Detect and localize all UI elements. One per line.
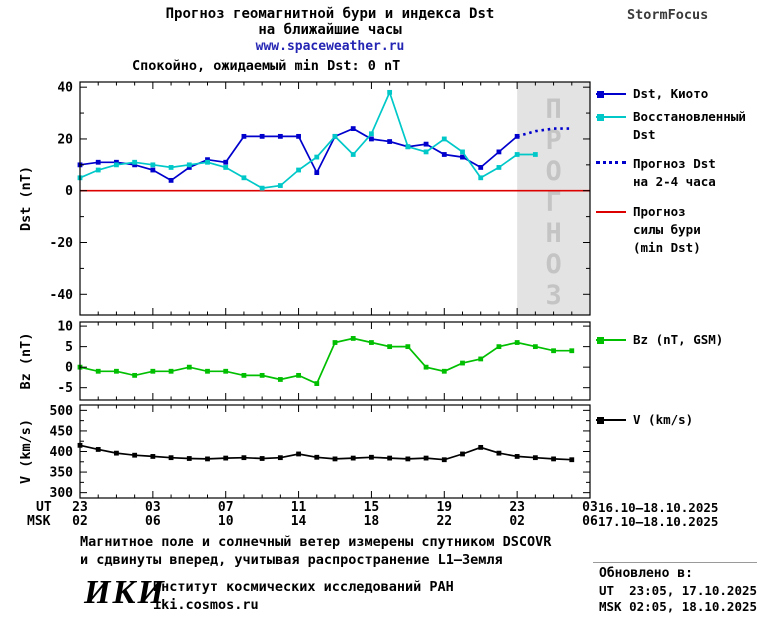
x-tick-msk-5: 22 <box>436 514 453 529</box>
legend-forecast-dst-label: Прогноз Dst на 2-4 часа <box>633 156 716 190</box>
bz-swatch-icon <box>596 334 626 346</box>
footnote-line1: Магнитное поле и солнечный ветер измерен… <box>80 534 552 550</box>
bz-axis-label: Bz (nT) <box>18 333 34 390</box>
spaceweather-link[interactable]: www.spaceweather.ru <box>255 39 405 54</box>
legend-storm-force-label: Прогноз силы бури (min Dst) <box>633 204 701 256</box>
footnote-line2: и сдвинуты вперед, учитывая распростране… <box>80 552 503 568</box>
dst-restored-line <box>79 90 536 189</box>
x-tick-ut-2: 07 <box>217 500 234 515</box>
y-tick-label: 350 <box>50 466 74 481</box>
page-subtitle: на ближайшие часы <box>258 22 402 38</box>
v-speed-line <box>79 444 572 461</box>
forecast-dst-swatch-icon <box>596 158 626 170</box>
status-text: Спокойно, ожидаемый min Dst: 0 nT <box>132 58 401 74</box>
legend-restored-dst-label: Восстановленный Dst <box>633 109 746 143</box>
bz-panel: 10 5 0 -5 Bz (nT) <box>18 320 591 401</box>
panel-frame <box>79 404 591 499</box>
forecast-shade-region <box>517 82 590 315</box>
iki-logo: ИКИ <box>84 574 166 611</box>
y-tick-label: 5 <box>65 340 73 355</box>
legend-dst-kyoto: Dst, Киото <box>596 85 708 103</box>
x-tick-msk-3: 14 <box>290 514 307 529</box>
x-tick-msk-0: 02 <box>72 514 88 529</box>
x-tick-msk-2: 10 <box>217 514 234 529</box>
storm-force-swatch-icon <box>596 206 626 218</box>
updated-label: Обновлено в: <box>599 566 693 581</box>
y-tick-label: 20 <box>57 132 73 147</box>
v-swatch-icon <box>596 414 626 426</box>
updated-divider <box>593 562 757 563</box>
ut-date-range: 16.10–18.10.2025 <box>598 500 719 515</box>
svg-text:Г: Г <box>545 187 561 218</box>
institute-name: Институт космических исследований РАН <box>153 579 454 595</box>
y-tick-label: -5 <box>57 381 73 396</box>
bz-gsm-line <box>79 337 572 385</box>
y-tick-label: 40 <box>57 81 73 96</box>
v-axis-label: V (km/s) <box>18 419 34 484</box>
y-tick-label: 10 <box>57 320 73 335</box>
x-tick-ut-1: 03 <box>145 500 161 515</box>
dst-forecast-line <box>516 127 572 138</box>
y-tick-label: 300 <box>50 486 74 501</box>
dst-kyoto-series <box>77 126 520 183</box>
legend-dst-kyoto-label: Dst, Киото <box>633 86 709 101</box>
legend-restored-dst: Восстановленный Dst <box>596 108 746 144</box>
msk-date-range: 17.10–18.10.2025 <box>598 514 719 529</box>
x-tick-msk-6: 02 <box>509 514 525 529</box>
brand-stormfocus: StormFocus <box>627 7 709 23</box>
x-tick-ut-0: 23 <box>72 500 88 515</box>
panel-frame <box>79 321 591 401</box>
x-tick-msk-4: 18 <box>363 514 380 529</box>
svg-text:Р: Р <box>545 125 561 156</box>
x-axis-ut-label: UT <box>36 500 52 515</box>
v-panel: 500 450 400 350 300 V (km/s) <box>18 404 591 501</box>
svg-text:О: О <box>545 156 561 187</box>
legend-v-label: V (km/s) <box>633 412 694 427</box>
y-tick-label: -20 <box>50 236 74 251</box>
dst-axis-label: Dst (nT) <box>18 166 34 231</box>
v-speed-series <box>77 442 575 463</box>
y-tick-label: 0 <box>65 184 73 199</box>
dst-forecast-series <box>516 127 572 138</box>
svg-text:П: П <box>545 94 561 125</box>
x-tick-msk-1: 06 <box>145 514 161 529</box>
y-tick-label: 400 <box>50 445 74 460</box>
y-tick-label: 500 <box>50 404 74 419</box>
bz-gsm-series <box>77 336 575 386</box>
legend-bz: Bz (nT, GSM) <box>596 331 723 349</box>
dst-kyoto-swatch-icon <box>596 88 626 100</box>
status-banner: Спокойно, ожидаемый min Dst: 0 nT <box>78 56 400 76</box>
legend-storm-force: Прогноз силы бури (min Dst) <box>596 203 701 257</box>
legend-forecast-dst: Прогноз Dst на 2-4 часа <box>596 155 716 191</box>
svg-text:З: З <box>545 280 561 311</box>
x-tick-msk-7: 06 <box>582 514 598 529</box>
updated-msk-time: MSK 02:05, 18.10.2025 <box>599 599 758 614</box>
dst-restored-series <box>77 89 538 191</box>
restored-dst-swatch-icon <box>596 111 626 123</box>
x-tick-ut-3: 11 <box>290 500 307 515</box>
y-tick-label: 0 <box>65 361 73 376</box>
x-axis-msk-label: MSK <box>27 514 51 529</box>
panel-frame <box>79 81 591 316</box>
updated-ut-time: UT 23:05, 17.10.2025 <box>599 583 758 598</box>
header: Прогноз геомагнитной бури и индекса Dst … <box>0 6 660 55</box>
legend-bz-label: Bz (nT, GSM) <box>633 332 724 347</box>
x-tick-ut-6: 23 <box>509 500 525 515</box>
svg-text:О: О <box>545 249 561 280</box>
y-tick-label: -40 <box>50 288 74 303</box>
x-tick-ut-4: 15 <box>363 500 380 515</box>
svg-text:Н: Н <box>545 218 561 249</box>
legend-v: V (km/s) <box>596 411 693 429</box>
iki-site-link[interactable]: iki.cosmos.ru <box>153 597 259 613</box>
x-tick-ut-7: 03 <box>582 500 598 515</box>
page-title: Прогноз геомагнитной бури и индекса Dst <box>165 6 495 22</box>
x-tick-ut-5: 19 <box>436 500 453 515</box>
y-tick-label: 450 <box>50 424 74 439</box>
